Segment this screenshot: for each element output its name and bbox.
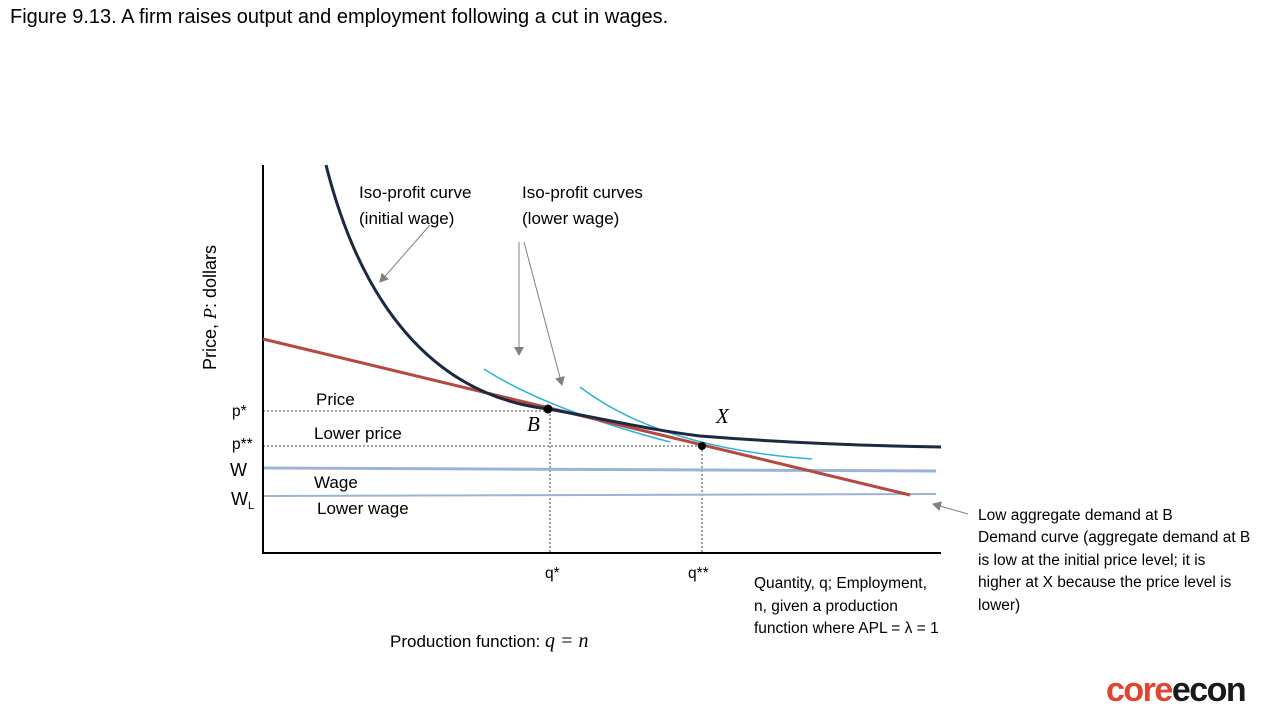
iso-profit-curve-lower-wage-1 <box>483 368 671 443</box>
demand-note-line-4: higher at X because the price level is <box>978 574 1232 591</box>
x-axis-label-line-2: n, given a production <box>754 598 898 615</box>
y-axis-label: Price, P: dollars <box>200 245 220 370</box>
label-point-b: B <box>527 412 540 436</box>
label-point-x: X <box>715 404 730 428</box>
label-iso-lower-sub: (lower wage) <box>522 209 619 228</box>
label-lower-wage: Lower wage <box>317 499 409 518</box>
tick-w: W <box>230 460 247 480</box>
demand-note-line-1: Low aggregate demand at B <box>978 507 1173 524</box>
lower-wage-line <box>262 493 937 497</box>
tick-w-low: WL <box>231 489 254 512</box>
label-iso-initial: Iso-profit curve <box>359 183 471 202</box>
arrow-iso-initial <box>379 224 431 283</box>
label-iso-lower: Iso-profit curves <box>522 183 643 202</box>
tick-p-star: p* <box>232 403 247 420</box>
label-wage: Wage <box>314 473 358 492</box>
wage-line <box>262 466 937 473</box>
tick-p-double-star: p** <box>232 436 253 453</box>
arrow-iso-lower-2 <box>523 241 565 386</box>
demand-note-line-5: lower) <box>978 597 1020 614</box>
coreecon-logo: coreecon <box>1106 671 1247 709</box>
x-axis-label-line-1: Quantity, q; Employment, <box>754 575 927 592</box>
arrow-demand <box>932 501 969 515</box>
label-lower-price: Lower price <box>314 424 402 443</box>
figure-title: Figure 9.13. A firm raises output and em… <box>10 6 669 28</box>
iso-profit-curve-initial-wage <box>324 164 942 449</box>
demand-note-line-2: Demand curve (aggregate demand at B <box>978 529 1250 546</box>
tick-q-double-star: q** <box>688 565 709 582</box>
label-iso-initial-sub: (initial wage) <box>359 209 454 228</box>
x-axis-label-line-3: function where APL = λ = 1 <box>754 620 939 637</box>
production-function-label: Production function: q = n <box>390 630 588 652</box>
iso-profit-curve-lower-wage-2 <box>579 386 813 460</box>
point-x-marker <box>698 442 706 450</box>
point-b-marker <box>543 404 553 414</box>
label-price: Price <box>316 390 355 409</box>
demand-note-line-3: is low at the initial price level; it is <box>978 552 1206 569</box>
tick-q-star: q* <box>545 565 560 582</box>
